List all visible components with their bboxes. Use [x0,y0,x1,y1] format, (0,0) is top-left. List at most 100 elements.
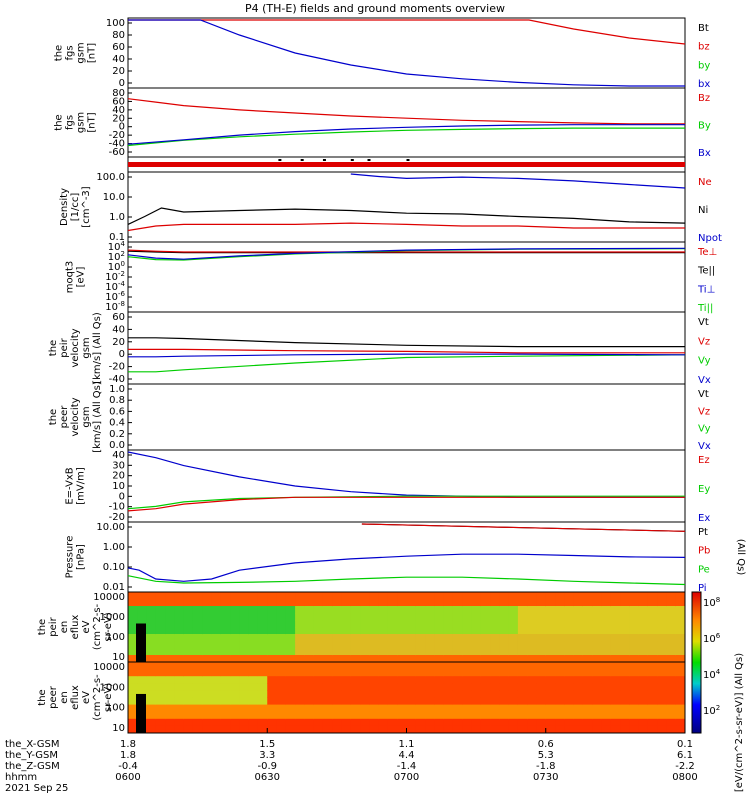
spectrogram-cell [257,648,268,656]
spectrogram-cell [425,711,435,720]
spectrogram-cell [360,655,370,663]
spectrogram-cell [267,662,278,670]
ytick-label: 0.8 [109,395,125,406]
ylabel-line: gsm [81,337,92,358]
spectrogram-cell [369,648,380,656]
spectrogram-cell [601,711,612,720]
spectrogram-cell [248,613,259,621]
spectrogram-cell [675,697,686,706]
spectrogram-cell [257,641,268,649]
series-efield-green [127,495,685,510]
spectrogram-cell [555,725,565,734]
spectrogram-cell [527,683,537,691]
spectrogram-cell [480,711,491,720]
spectrogram-cell [313,627,324,635]
spectrogram-cell [620,606,630,614]
spectrogram-cell [397,613,407,621]
spectrogram-cell [174,641,185,649]
spectrogram-cell [211,641,222,649]
spectrogram-cell [573,648,584,656]
spectrogram-cell [332,599,343,607]
spectrogram-cell [657,606,667,614]
spectrogram-cell [610,655,621,663]
spectrogram-cell [378,676,389,684]
spectrogram-cell [415,641,426,649]
spectrogram-cell [452,641,463,649]
spectrogram-cell [220,641,231,649]
spectrogram-cell [555,641,565,649]
spectrogram-cell [174,599,185,607]
spectrogram-cell [230,592,240,600]
spectrogram-cell [592,704,602,713]
spectrogram-cell [276,683,287,691]
legend-Te⊥: Te⊥ [697,247,717,258]
colorbar-tick-exponent: 4 [716,668,721,676]
spectrogram-cell [313,641,324,649]
spectrogram-cell [267,592,278,600]
spectrogram-cell [155,641,166,649]
spectrogram-cell [211,620,222,628]
xaxis-row-label: the_X-GSM [5,739,59,750]
spectrogram-cell [499,613,510,621]
spectrogram-cell [341,718,352,727]
spectrogram-cell [675,599,686,607]
spectrogram-cell [499,676,510,684]
colorbar-tick: 102 [703,704,720,717]
spectrogram-cell [620,627,630,635]
spectrogram-cell [202,599,213,607]
spectrogram-cell [610,613,621,621]
spectrogram-cell [490,690,500,698]
spectrogram-cell [146,634,157,642]
spectrogram-cell [165,599,175,607]
spectrogram-cell [248,599,259,607]
spectrogram-cell [285,613,296,621]
spectrogram-cell [601,627,612,635]
ytick-label: 1.0 [109,212,125,223]
spectrogram-cell [295,718,305,727]
spectrogram-cell [666,718,677,727]
spectrogram-cell [332,648,343,656]
spectrogram-cell [397,690,407,698]
spectrogram-cell [267,676,278,684]
spectrogram-cell [406,711,417,720]
spectrogram-cell [601,690,612,698]
ylabel-line: [km/s] (All Qs) [92,312,103,384]
spectrogram-cell [220,669,231,677]
spectrogram-cell [313,697,324,706]
spectrogram-cell [332,592,343,600]
spectrogram-cell [499,599,510,607]
spectrogram-cell [295,599,305,607]
legend-Bt: Bt [698,23,709,34]
spectrogram-cell [322,711,333,720]
spectrogram-cell [313,669,324,677]
spectrogram-cell [257,718,268,727]
spectrogram-cell [415,676,426,684]
spectrogram-cell [480,592,491,600]
spectrogram-cell [387,676,398,684]
legend-Ey: Ey [698,484,710,495]
spectrogram-cell [564,683,575,691]
spectrogram-cell [629,613,640,621]
spectrogram-cell [155,662,166,670]
spectrogram-cell [406,641,417,649]
spectrogram-cell [165,662,175,670]
spectrogram-cell [192,690,203,698]
ylabel-line: [nT] [87,112,98,132]
spectrogram-cell [675,704,686,713]
spectrogram-cell [220,648,231,656]
spectrogram-cell [499,655,510,663]
spectrogram-cell [601,599,612,607]
spectrogram-cell [601,669,612,677]
spectrogram-cell [257,599,268,607]
spectrogram-cell [415,711,426,720]
spectrogram-cell [322,676,333,684]
spectrogram-cell [452,620,463,628]
ylabel-line: velocity [70,328,81,367]
spectrogram-cell [360,634,370,642]
spectrogram-cell [146,662,157,670]
spectrogram-cell [462,634,472,642]
spectrogram-cell [555,711,565,720]
spectrogram-cell [211,662,222,670]
spectrogram-cell [490,662,500,670]
